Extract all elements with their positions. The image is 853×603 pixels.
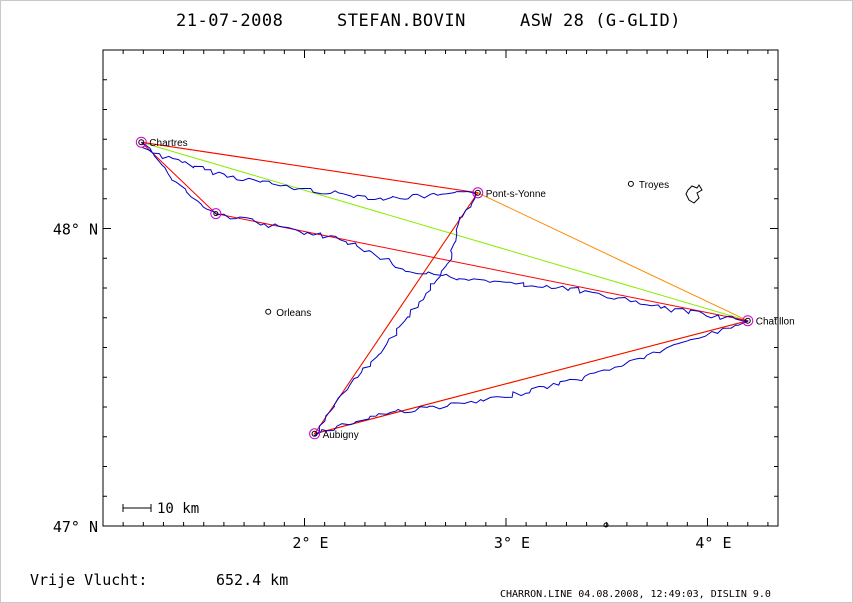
distance-value: 652.4 km [216,571,288,589]
declared-route-line [140,141,748,435]
pilot-name: STEFAN.BOVIN [337,11,466,31]
turnpoint-marker-icon [135,136,147,148]
place-label: Chartres [149,138,187,149]
turnpoint-marker-icon [210,208,222,220]
turnpoint-marker-icon [742,315,754,327]
place-label: Pont-s-Yonne [486,189,547,200]
place-troyes: Troyes [627,180,669,191]
place-pont-s-yonne: Pont-s-Yonne [472,187,547,200]
place-marker-icon [213,211,219,217]
place-label: Troyes [639,180,669,191]
credit-line: CHARRON.LINE 04.08.2008, 12:49:03, DISLI… [500,589,771,600]
place-chatillon: Chatillon [742,315,795,328]
axis-tick-labels: 48° N 47° N 2° E 3° E 4° E [53,221,732,553]
place-aubigny: Aubigny [309,428,359,441]
lon-tick-label: 3° E [494,534,530,552]
lat-tick-label: 47° N [53,518,98,536]
plot-area [102,49,779,527]
place-orleans: Orleans [265,308,311,319]
place-label: Chatillon [756,317,795,328]
place-marker-icon [265,308,272,315]
scale-bar-label: 10 km [157,501,199,517]
place-marker-icon [474,189,481,196]
distance-label: Vrije Vlucht: [30,571,147,589]
place-label: Aubigny [323,430,359,441]
lat-tick-label: 48° N [53,221,98,239]
flight-date: 21-07-2008 [176,11,283,31]
turnpoint-marker-icon [472,187,484,199]
scale-bar: 10 km [122,501,199,517]
places-layer: Chartres Pont-s-Yonne Chatillon Aubigny Orle… [135,136,795,441]
place-marker-icon [627,180,634,187]
place-marker-icon [138,139,145,146]
glider-type: ASW 28 (G-GLID) [520,11,681,31]
axis-ticks [103,50,778,526]
lon-tick-label: 2° E [292,534,328,552]
gps-track-line [140,142,749,437]
flight-track [140,142,749,437]
place-label: Orleans [276,308,311,319]
place-marker-icon [744,317,751,324]
place-chartres: Chartres [135,136,188,149]
turnpoint-marker-icon [309,428,321,440]
lon-tick-label: 4° E [695,534,731,552]
lake-icon [685,184,703,204]
edge-marker [603,522,609,528]
place-marker-icon [311,430,318,437]
